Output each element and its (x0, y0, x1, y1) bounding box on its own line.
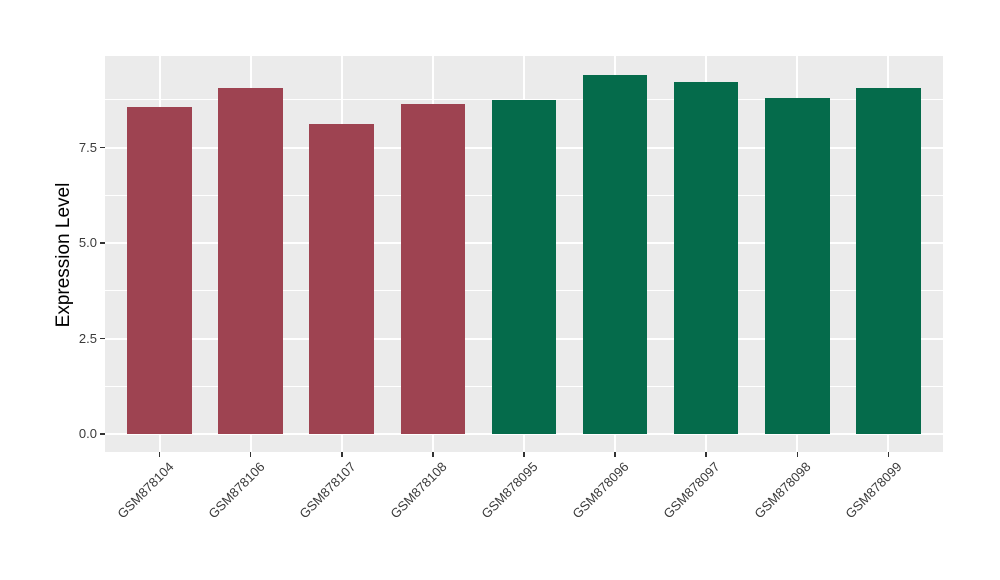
y-tick-label: 5.0 (78, 235, 97, 251)
x-tick-mark (614, 452, 616, 457)
y-tick-mark (100, 146, 105, 149)
x-tick-mark (249, 452, 252, 457)
bar-GSM878106 (218, 87, 284, 435)
bar-GSM878097 (673, 81, 739, 435)
y-tick-label: 2.5 (78, 330, 97, 346)
x-tick-mark (432, 452, 434, 457)
x-tick-mark (341, 452, 343, 457)
bar-GSM878096 (582, 75, 648, 435)
bar-GSM878098 (764, 98, 830, 435)
y-tick-mark (100, 433, 105, 435)
bar-GSM878095 (491, 99, 557, 435)
y-tick-label: 7.5 (78, 139, 97, 155)
bar-GSM878108 (400, 104, 466, 435)
y-tick-mark (100, 242, 105, 244)
x-tick-mark (705, 452, 707, 457)
bar-GSM878107 (309, 123, 375, 435)
x-tick-mark (158, 452, 161, 457)
x-tick-mark (523, 452, 525, 457)
x-tick-mark (796, 452, 798, 457)
plot-panel (105, 56, 943, 452)
y-tick-mark (100, 337, 105, 340)
bar-GSM878104 (127, 106, 192, 435)
y-tick-label: 0.0 (78, 426, 97, 442)
bar-GSM878099 (856, 87, 921, 435)
x-tick-mark (887, 452, 890, 457)
